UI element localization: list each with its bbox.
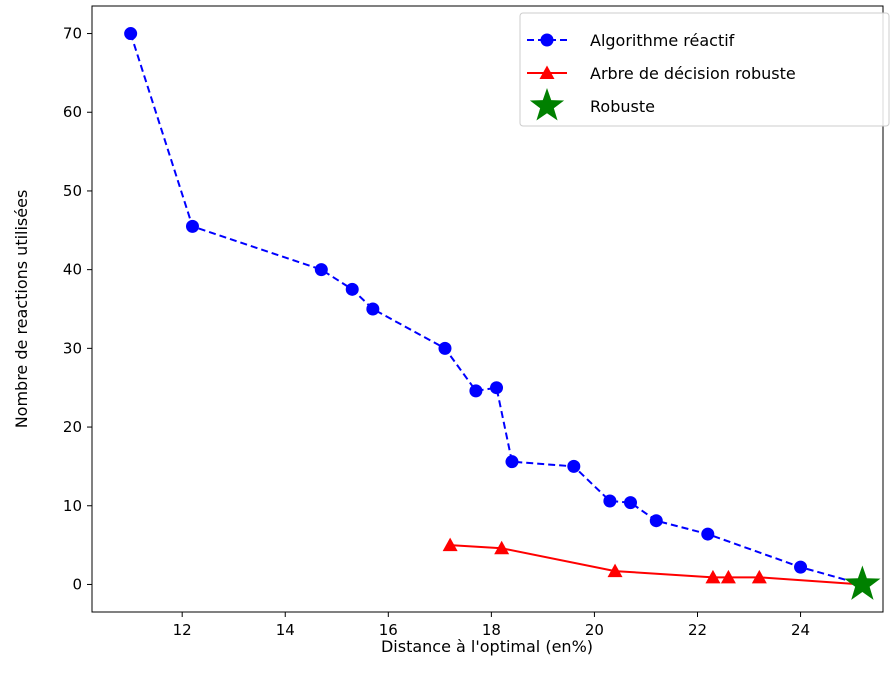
x-tick-label: 12 [173,621,192,639]
y-tick-label: 50 [63,182,82,200]
series-1 [442,537,863,586]
data-point [314,263,328,277]
data-point [469,384,483,398]
series-star [844,565,881,600]
y-tick-label: 30 [63,339,82,357]
data-point [442,537,458,552]
legend-marker [529,88,565,121]
y-axis: 0 10 20 30 40 50 60 70 [63,25,92,593]
x-axis-label: Distance à l'optimal (en%) [381,637,593,656]
x-axis: 12 14 16 18 20 22 24 [173,612,810,639]
data-point [345,282,359,296]
data-point [494,540,510,555]
legend-label: Algorithme réactif [590,31,735,50]
legend: Algorithme réactif Arbre de décision robu… [519,12,890,127]
data-point [490,381,504,395]
data-point [505,455,519,469]
data-point [649,514,663,528]
series-layer [124,27,881,600]
data-point [185,219,199,233]
y-tick-label: 70 [63,25,82,43]
legend-item: Algorithme réactif [527,31,735,50]
x-tick-label: 18 [482,621,501,639]
data-point [844,565,881,600]
data-point [705,569,721,584]
legend-item: Arbre de décision robuste [527,64,796,83]
data-point [720,569,736,584]
legend-label: Arbre de décision robuste [590,64,796,83]
y-tick-label: 40 [63,261,82,279]
y-tick-label: 60 [63,103,82,121]
x-tick-label: 16 [379,621,398,639]
x-tick-label: 20 [585,621,604,639]
data-point [751,569,767,584]
x-tick-label: 22 [688,621,707,639]
legend-marker [540,33,554,47]
x-tick-label: 24 [791,621,810,639]
data-point [124,27,138,41]
data-point [438,341,452,355]
legend-item: Robuste [529,88,655,121]
series-line [129,33,863,586]
data-point [607,563,623,578]
data-point [366,302,380,316]
x-tick-label: 14 [276,621,295,639]
data-point [567,459,581,473]
y-tick-label: 0 [72,575,82,593]
legend-label: Robuste [590,97,655,116]
data-point [603,494,617,508]
data-point [794,560,808,574]
series-0 [124,27,863,586]
legend-marker [539,65,555,79]
y-axis-label: Nombre de reactions utilisées [12,190,31,429]
y-tick-label: 10 [63,497,82,515]
legend-box [519,12,890,127]
data-point [623,496,637,510]
plot-frame [91,5,884,613]
data-point [701,527,715,541]
y-tick-label: 20 [63,418,82,436]
